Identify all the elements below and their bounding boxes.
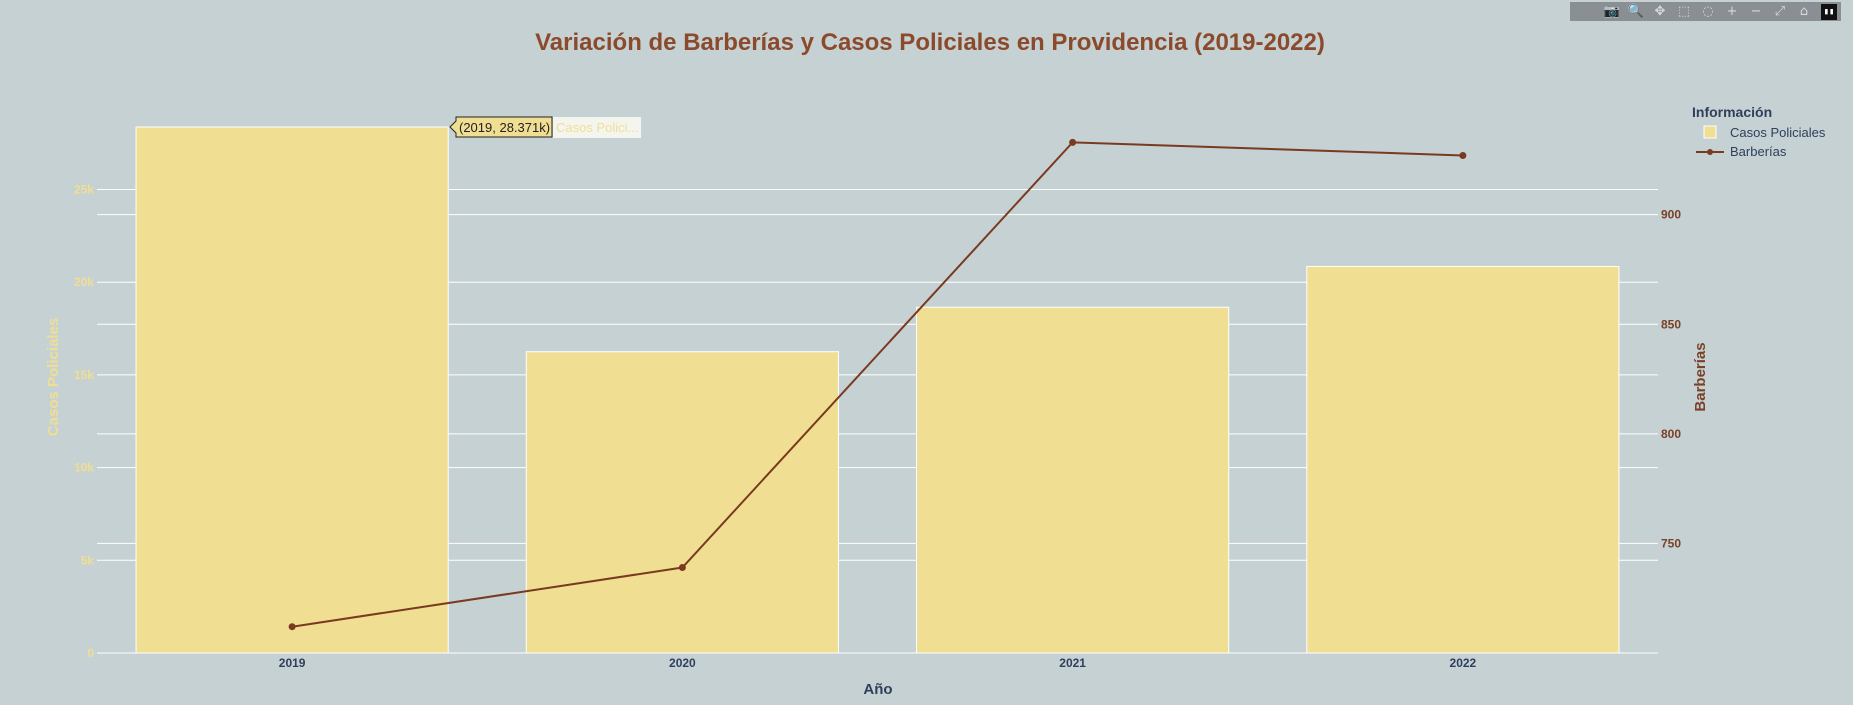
legend: Información Casos Policiales Barberías	[1692, 104, 1826, 159]
x-tick-label: 2020	[669, 656, 696, 670]
bar-casos-2022[interactable]	[1306, 265, 1620, 654]
barberias-line	[291, 141, 1463, 628]
left-axis: 0 5k 10k 15k 20k 25k	[74, 182, 94, 660]
right-axis: 750 800 850 900	[1661, 208, 1681, 551]
x-axis-title: Año	[863, 681, 892, 698]
left-tick-label: 0	[87, 646, 94, 660]
legend-label-barberias: Barberías	[1730, 144, 1787, 159]
right-tick-label: 900	[1661, 208, 1681, 222]
x-tick-label: 2019	[279, 656, 306, 670]
bar-casos-2020[interactable]	[525, 351, 839, 654]
legend-item-barberias[interactable]: Barberías	[1696, 144, 1787, 159]
zoom-in-icon[interactable]: +	[1726, 4, 1738, 19]
x-axis: 2019 2020 2021 2022	[279, 656, 1477, 670]
lasso-select-icon[interactable]: ◌	[1702, 4, 1714, 19]
camera-icon[interactable]: 📷	[1603, 4, 1621, 19]
legend-title: Información	[1692, 104, 1772, 120]
legend-swatch-bar	[1703, 125, 1717, 139]
barberias-point-2022[interactable]	[1459, 151, 1467, 159]
hover-tooltip: (2019, 28.371k) Casos Polici...	[449, 116, 641, 138]
home-icon[interactable]: ⌂	[1799, 4, 1809, 19]
x-tick-label: 2021	[1059, 656, 1086, 670]
zoom-icon[interactable]: 🔍	[1627, 4, 1645, 19]
right-tick-label: 750	[1661, 536, 1681, 550]
bar-casos-2021[interactable]	[916, 306, 1230, 654]
barberias-point-2019[interactable]	[288, 623, 296, 631]
x-tick-label: 2022	[1450, 656, 1477, 670]
hover-value-text: (2019, 28.371k)	[459, 120, 550, 135]
plotly-logo-icon[interactable]: ▮▮	[1821, 3, 1837, 20]
left-tick-label: 15k	[74, 368, 94, 382]
legend-swatch-marker	[1707, 149, 1713, 155]
hover-name-box	[553, 117, 641, 138]
bar-series	[135, 126, 1620, 654]
left-axis-title: Casos Policiales	[45, 318, 62, 436]
barberias-point-2021[interactable]	[1069, 138, 1077, 146]
modebar: 📷 🔍 ✥ ⬚ ◌ + − ⤢ ⌂ ▮▮	[1570, 2, 1841, 21]
legend-item-casos[interactable]: Casos Policiales	[1703, 125, 1826, 140]
left-tick-label: 25k	[74, 182, 94, 196]
chart-title: Variación de Barberías y Casos Policiale…	[535, 29, 1325, 56]
bar-casos-2019[interactable]	[135, 126, 449, 654]
box-select-icon[interactable]: ⬚	[1677, 4, 1691, 19]
left-tick-label: 10k	[74, 461, 94, 475]
barberias-point-2020[interactable]	[678, 564, 686, 572]
right-tick-label: 800	[1661, 427, 1681, 441]
line-series	[288, 138, 1467, 631]
right-axis-title: Barberías	[1692, 342, 1709, 411]
hover-pointer-box	[449, 116, 553, 138]
left-tick-label: 5k	[81, 553, 95, 567]
hover-name-text: Casos Polici...	[556, 120, 638, 135]
pan-icon[interactable]: ✥	[1654, 4, 1666, 19]
right-tick-label: 850	[1661, 317, 1681, 331]
zoom-out-icon[interactable]: −	[1750, 4, 1762, 19]
autoscale-icon[interactable]: ⤢	[1774, 4, 1786, 19]
left-tick-label: 20k	[74, 275, 94, 289]
legend-label-casos: Casos Policiales	[1730, 125, 1826, 140]
